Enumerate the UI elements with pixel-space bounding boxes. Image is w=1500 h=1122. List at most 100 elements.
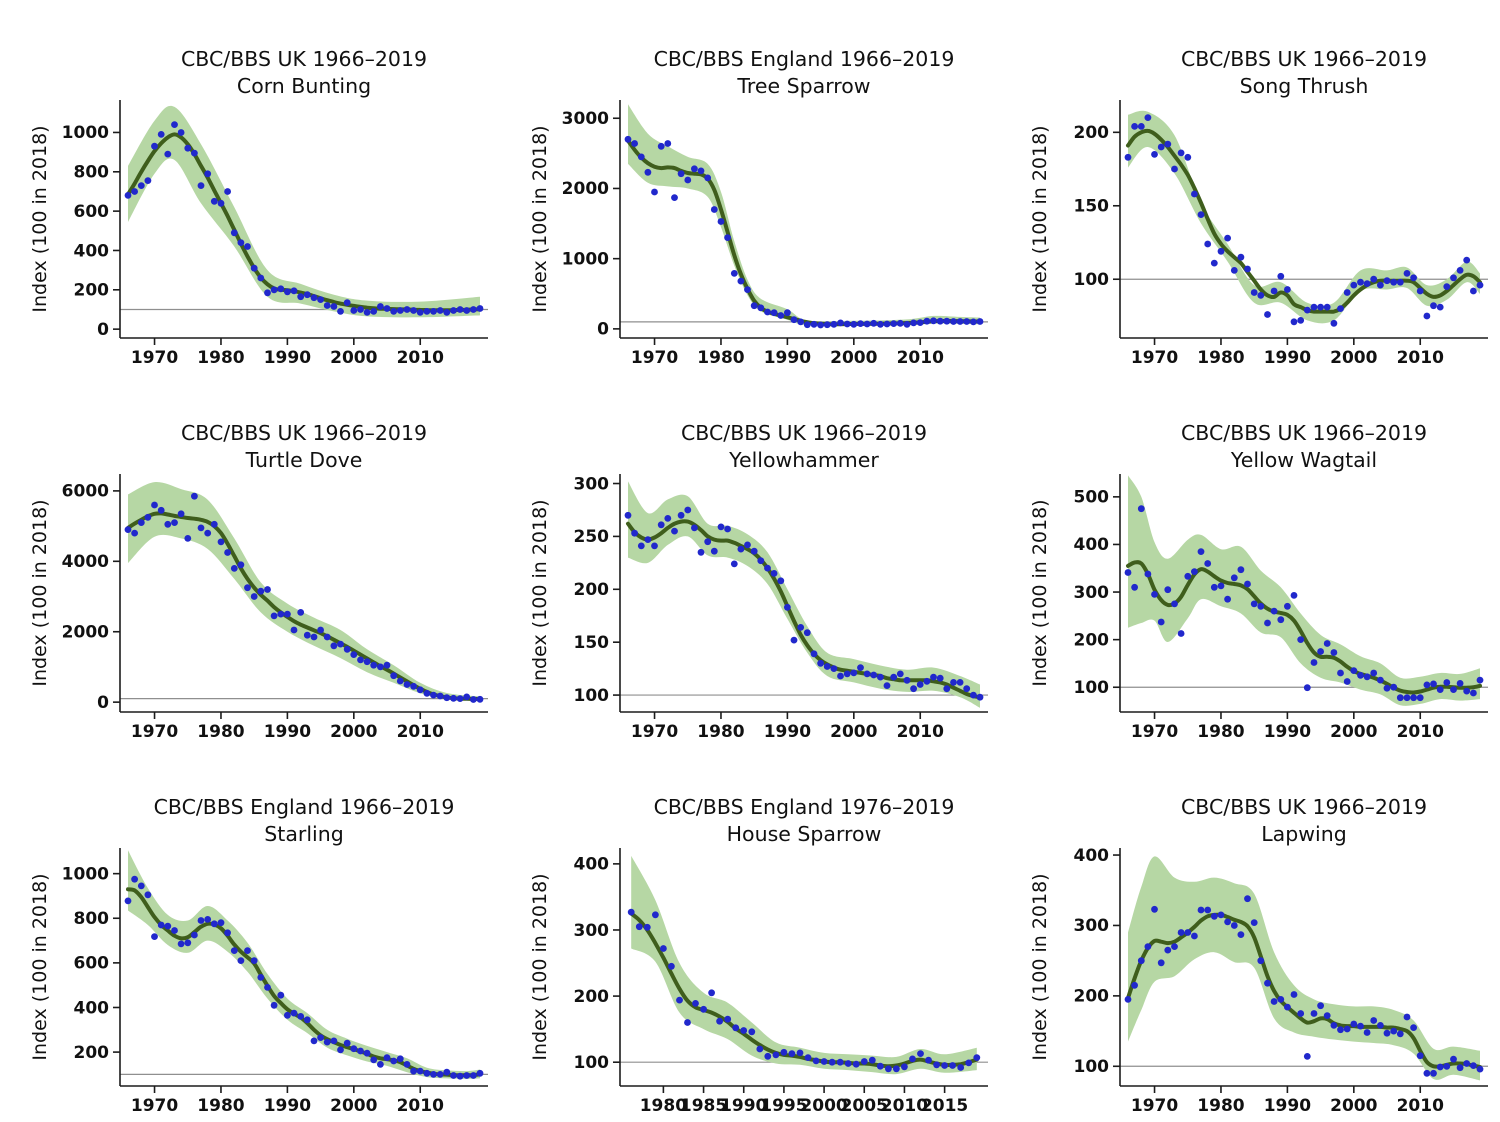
data-point <box>624 135 632 143</box>
data-point <box>810 650 818 658</box>
data-point <box>684 176 692 184</box>
data-point <box>443 694 451 702</box>
data-point <box>910 319 917 327</box>
data-point <box>1144 943 1152 950</box>
data-point <box>131 875 139 883</box>
data-point <box>1151 151 1158 158</box>
x-tick-label: 1995 <box>760 1096 807 1116</box>
data-point <box>850 320 858 328</box>
data-point <box>210 197 218 205</box>
data-point <box>244 584 251 592</box>
data-point <box>383 305 391 312</box>
x-tick-label: 1980 <box>197 1096 244 1116</box>
data-point <box>1430 680 1437 688</box>
chart-titles: CBC/BBS UK 1966–2019 Lapwing <box>1120 794 1488 848</box>
y-axis-label: Index (100 in 2018) <box>529 873 551 1060</box>
data-point <box>677 511 685 519</box>
chart-title: CBC/BBS UK 1966–2019 <box>1180 795 1428 819</box>
data-point <box>450 694 457 702</box>
chart-plot-corn-bunting: 0 200 400 600 800 1000 1970 1980 1990 2000 2010 Ind… <box>29 100 488 368</box>
data-point <box>949 1062 956 1069</box>
data-point <box>1370 275 1378 283</box>
data-point <box>1350 1020 1358 1028</box>
data-point <box>820 1058 828 1065</box>
data-point <box>697 548 705 556</box>
data-point <box>250 264 258 272</box>
data-point <box>637 153 645 161</box>
data-point <box>923 677 931 685</box>
data-point <box>757 557 765 565</box>
data-point <box>1317 648 1324 655</box>
data-point <box>837 319 844 327</box>
chart-title: CBC/BBS England 1966–2019 <box>153 795 455 819</box>
data-point <box>1416 1052 1424 1060</box>
data-point <box>697 167 705 175</box>
data-point <box>1463 256 1471 264</box>
data-point <box>350 1045 358 1053</box>
data-point <box>1171 600 1178 608</box>
y-tick-label: 1000 <box>62 864 109 884</box>
data-point <box>177 940 185 948</box>
data-point <box>144 513 152 521</box>
data-point <box>303 631 311 639</box>
data-point <box>1357 671 1364 679</box>
data-point <box>1370 1017 1378 1024</box>
data-point <box>1443 283 1451 290</box>
data-point <box>1410 694 1417 702</box>
data-point <box>1330 649 1338 656</box>
data-point <box>204 529 212 537</box>
data-point <box>1403 270 1411 277</box>
data-point <box>803 321 811 329</box>
data-point <box>470 696 477 703</box>
data-point <box>363 309 371 316</box>
data-point <box>1244 265 1251 273</box>
data-point <box>676 996 683 1004</box>
y-tick-label: 3000 <box>562 109 609 129</box>
data-point <box>164 922 172 930</box>
data-point <box>197 524 205 532</box>
data-point <box>830 320 838 328</box>
chart-subtitle: Turtle Dove <box>245 448 363 472</box>
data-point <box>1230 922 1238 929</box>
data-point <box>137 519 145 526</box>
data-point <box>1470 287 1477 295</box>
data-point <box>737 545 745 553</box>
data-point <box>804 1054 812 1061</box>
x-tick-label: 2015 <box>921 1096 968 1116</box>
y-tick-label: 200 <box>1074 987 1110 1007</box>
x-tick-label: 1970 <box>631 348 678 368</box>
data-point <box>1204 906 1212 914</box>
data-point <box>1250 919 1258 926</box>
data-point <box>416 309 424 316</box>
data-point <box>963 685 971 693</box>
x-tick-label: 1990 <box>1264 348 1311 368</box>
y-tick-label: 150 <box>574 633 610 653</box>
data-point <box>950 679 957 686</box>
x-tick-label: 2010 <box>881 1096 928 1116</box>
data-point <box>1357 1022 1364 1030</box>
data-point <box>224 188 232 195</box>
data-point <box>1383 1029 1391 1037</box>
data-point <box>303 291 311 299</box>
data-point <box>1230 267 1238 274</box>
data-point <box>1436 686 1444 693</box>
data-point <box>950 318 957 325</box>
data-point <box>1310 1010 1318 1017</box>
data-point <box>350 651 358 658</box>
data-point <box>137 882 145 890</box>
chart-plot-yellow-wagtail: 100 200 300 400 500 1970 1980 1990 2000 2010 Index… <box>1029 474 1488 742</box>
trend-line <box>629 911 979 1069</box>
data-point <box>184 144 192 152</box>
data-point <box>857 664 864 671</box>
data-point <box>817 659 824 667</box>
y-axis-label: Index (100 in 2018) <box>29 499 51 686</box>
data-point <box>737 277 745 285</box>
data-point <box>1157 959 1165 967</box>
data-point <box>370 1056 378 1064</box>
data-point <box>1284 602 1291 610</box>
chart-plot-house-sparrow: 100 200 300 400 1980198519901995200020052010… <box>529 848 988 1116</box>
data-point <box>1177 929 1185 936</box>
data-point <box>957 1064 965 1071</box>
data-point <box>257 274 265 282</box>
